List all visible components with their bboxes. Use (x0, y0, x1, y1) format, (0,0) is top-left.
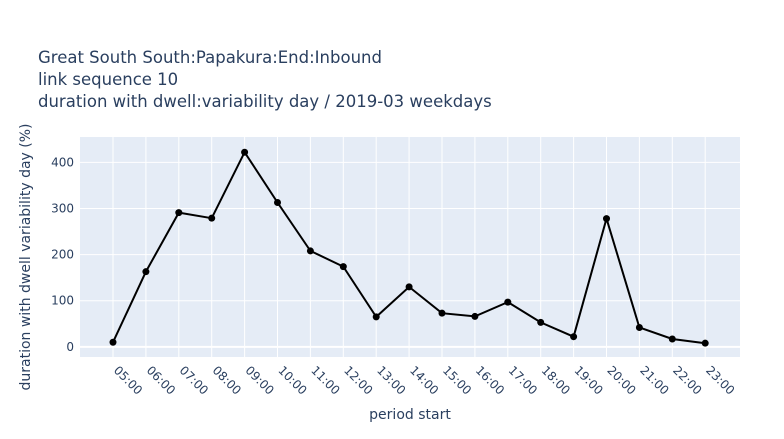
data-point (109, 338, 117, 346)
data-point (405, 283, 413, 291)
y-axis-title: duration with dwell variability day (%) (18, 124, 34, 391)
data-point (537, 318, 545, 326)
data-point (372, 313, 380, 321)
x-axis-ticks: 05:0006:0007:0008:0009:0010:0011:0012:00… (111, 363, 738, 397)
x-tick-label: 06:00 (144, 363, 178, 397)
y-tick-label: 100 (51, 294, 74, 308)
x-tick-label: 21:00 (637, 363, 671, 397)
data-point (701, 339, 709, 347)
x-tick-label: 08:00 (210, 363, 244, 397)
x-tick-label: 09:00 (242, 363, 276, 397)
data-point (570, 333, 578, 341)
chart-title-line-2: link sequence 10 (38, 70, 178, 89)
x-axis-title: period start (369, 407, 451, 423)
x-tick-label: 16:00 (473, 363, 507, 397)
x-tick-label: 23:00 (703, 363, 737, 397)
y-axis-ticks: 0 100 200 300 400 (51, 155, 74, 353)
plot-area (80, 137, 740, 357)
x-tick-label: 14:00 (407, 363, 441, 397)
data-point (306, 247, 314, 255)
x-tick-label: 12:00 (341, 363, 375, 397)
data-point (274, 198, 281, 206)
x-tick-label: 10:00 (275, 363, 309, 397)
series-points (109, 148, 709, 347)
y-tick-label: 400 (51, 155, 74, 169)
grid (80, 137, 740, 357)
data-point (635, 323, 643, 331)
y-tick-label: 300 (51, 201, 74, 215)
data-point (668, 335, 676, 343)
chart-title-line-1: Great South South:Papakura:End:Inbound (38, 48, 382, 67)
x-tick-label: 19:00 (571, 363, 605, 397)
data-point (438, 309, 446, 317)
data-point (471, 312, 479, 320)
x-tick-label: 20:00 (604, 363, 638, 397)
x-tick-label: 13:00 (374, 363, 408, 397)
data-point (142, 268, 150, 276)
x-tick-label: 07:00 (177, 363, 211, 397)
y-tick-label: 0 (66, 340, 74, 354)
chart-title: Great South South:Papakura:End:Inbound l… (38, 48, 492, 111)
x-tick-label: 18:00 (539, 363, 573, 397)
data-point (241, 148, 249, 156)
data-point (603, 215, 610, 223)
data-point (339, 263, 347, 271)
chart-title-line-3: duration with dwell:variability day / 20… (38, 92, 492, 111)
data-point (175, 209, 183, 217)
x-tick-label: 05:00 (111, 363, 145, 397)
x-tick-label: 22:00 (670, 363, 704, 397)
x-tick-label: 15:00 (440, 363, 474, 397)
data-point (208, 214, 216, 222)
x-tick-label: 17:00 (506, 363, 540, 397)
x-tick-label: 11:00 (308, 363, 342, 397)
data-point (504, 298, 512, 306)
y-tick-label: 200 (51, 248, 74, 262)
